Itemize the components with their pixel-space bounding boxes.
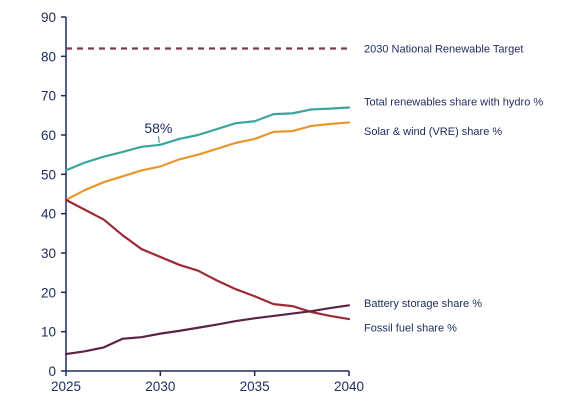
series-line-fossil-fuel-share — [64, 198, 351, 321]
series-line-solar-wind-vre-share — [64, 121, 351, 201]
series-label-battery-storage-share: Battery storage share % — [364, 298, 482, 310]
x-tick-label-2025: 2025 — [51, 379, 81, 394]
y-tick-label-80: 80 — [41, 49, 56, 64]
y-tick-label-20: 20 — [41, 285, 56, 300]
series-label-total-renewables-share-with-hydro: Total renewables share with hydro % — [364, 97, 543, 109]
y-tick-label-40: 40 — [41, 207, 56, 222]
series-label-2030-national-renewable-target: 2030 National Renewable Target — [364, 43, 523, 55]
y-tick-label-50: 50 — [41, 167, 56, 182]
y-tick-label-60: 60 — [41, 128, 56, 143]
series-line-battery-storage-share — [64, 304, 351, 356]
annotation-leader-0 — [157, 135, 160, 143]
y-tick-label-0: 0 — [48, 364, 56, 379]
series-line-total-renewables-share-with-hydro — [64, 106, 351, 172]
x-tick-label-2035: 2035 — [240, 379, 270, 394]
y-tick-label-10: 10 — [41, 325, 56, 340]
x-tick-label-2030: 2030 — [145, 379, 175, 394]
x-tick-label-2040: 2040 — [334, 379, 364, 394]
annotation-label-0: 58% — [144, 120, 172, 136]
y-tick-label-30: 30 — [41, 246, 56, 261]
series-label-fossil-fuel-share: Fossil fuel share % — [364, 323, 457, 335]
y-tick-label-70: 70 — [41, 89, 56, 104]
series-label-solar-wind-vre-share: Solar & wind (VRE) share % — [364, 126, 502, 138]
labels-layer: Total renewables share with hydro % Solar… — [144, 43, 543, 334]
y-tick-label-90: 90 — [41, 10, 56, 25]
series-layer — [64, 47, 351, 356]
